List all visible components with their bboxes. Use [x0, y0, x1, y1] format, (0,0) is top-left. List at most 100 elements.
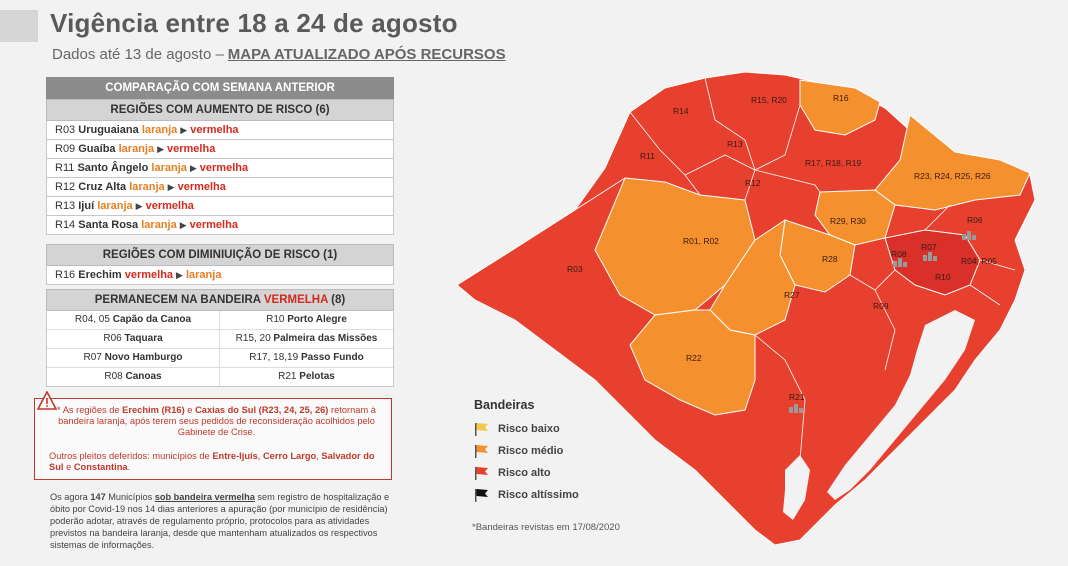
remain-code: R17, 18,19 [249, 352, 299, 363]
note-text: retornam à bandeira laranja, após terem … [58, 405, 376, 437]
map-label: R07 [921, 242, 937, 252]
arrow-right-icon: ▶ [180, 125, 188, 135]
lagoa-mirim [783, 455, 810, 520]
remain-name: Canoas [125, 371, 162, 382]
municipalities-note: Os agora 147 Municípios sob bandeira ver… [50, 491, 390, 551]
region-r23-26-orange [874, 114, 1031, 211]
remain-cell: R10 Porto Alegre [220, 311, 393, 330]
note-text: , [257, 451, 261, 461]
note-text: , [316, 451, 319, 461]
note-text: e [66, 462, 72, 472]
region-change-row: R09 Guaíba laranja ▶ vermelha [46, 140, 394, 159]
arrow-right-icon: ▶ [189, 163, 197, 173]
bottom-text: sem registro de hospitalização e óbito p… [50, 492, 390, 550]
region-change-row: R11 Santo Ângelo laranja ▶ vermelha [46, 159, 394, 178]
flag-legend: Bandeiras Risco baixo Risco médio Risco al… [474, 398, 579, 506]
remain-code: R15, 20 [235, 333, 271, 344]
warning-icon [37, 391, 57, 410]
remain-cell: R08 Canoas [47, 368, 220, 386]
remain-name: Porto Alegre [287, 314, 347, 325]
arrow-right-icon: ▶ [176, 270, 183, 280]
rio-grande-do-sul-map: R14 R15, R20 R16 R11 R13 R17, R18, R19 R… [456, 71, 1036, 546]
remain-header-count: (8) [331, 294, 346, 306]
subtitle-date-text: Dados até 13 de agosto – [52, 46, 224, 63]
page-title: Vigência entre 18 a 24 de agosto [50, 8, 458, 38]
map-label: R28 [822, 254, 838, 264]
region-code: R13 [55, 200, 76, 212]
note-municipality: Salvador do Sul [49, 451, 375, 472]
from-flag: laranja [129, 181, 165, 193]
region-change-row: R14 Santa Rosa laranja ▶ vermelha [46, 216, 394, 235]
region-name: Ijuí [78, 200, 95, 212]
bottom-text: Os agora [50, 492, 88, 502]
remain-name: Taquara [124, 333, 163, 344]
region-name: Santo Ângelo [77, 162, 149, 174]
map-label: R03 [567, 264, 583, 274]
region-code: R11 [55, 162, 75, 174]
region-code: R03 [55, 124, 76, 136]
map-label: R17, R18, R19 [805, 158, 861, 168]
municipality-count: 147 [90, 492, 106, 502]
region-name: Santa Rosa [78, 219, 139, 231]
remain-header-highlight: VERMELHA [263, 294, 328, 306]
comparison-header: COMPARAÇÃO COM SEMANA ANTERIOR [46, 77, 394, 99]
region-r29-30-orange [814, 189, 896, 246]
from-flag: vermelha [124, 269, 174, 281]
legend-item: Risco alto [474, 462, 579, 484]
region-name: Erechim [78, 269, 122, 281]
map-label: R13 [727, 139, 743, 149]
remain-red-header: PERMANECEM NA BANDEIRA VERMELHA (8) [46, 289, 394, 311]
bottom-text: Municípios [108, 492, 153, 502]
legend-label: Risco altíssimo [498, 489, 579, 501]
to-flag: vermelha [177, 181, 226, 193]
region-code: R16 [55, 269, 76, 281]
to-flag: vermelha [167, 143, 216, 155]
region-change-row: R13 Ijuí laranja ▶ vermelha [46, 197, 394, 216]
region-code: R12 [55, 181, 76, 193]
map-label: R01, R02 [683, 236, 719, 246]
from-flag: laranja [141, 219, 177, 231]
flag-icon [475, 423, 488, 436]
comparison-table: COMPARAÇÃO COM SEMANA ANTERIOR REGIÕES C… [46, 77, 394, 235]
remain-name: Pelotas [299, 371, 335, 382]
arrow-right-icon: ▶ [135, 201, 143, 211]
flag-icon [475, 467, 488, 480]
region-change-row: R03 Uruguaiana laranja ▶ vermelha [46, 121, 394, 140]
from-flag: laranja [151, 162, 187, 174]
flag-icon [475, 445, 488, 458]
region-code: R14 [55, 219, 76, 231]
lagoa-dos-patos [827, 310, 975, 500]
map-label: R04, R05 [961, 256, 997, 266]
map-label: R27 [784, 290, 800, 300]
subtitle-updated-map-link[interactable]: MAPA ATUALIZADO APÓS RECURSOS [227, 46, 506, 63]
region-r16-orange [799, 79, 881, 136]
remain-code: R21 [278, 371, 297, 382]
map-label: R10 [935, 272, 951, 282]
legend-label: Risco baixo [498, 423, 560, 435]
region-r27-orange [709, 218, 796, 336]
remain-table: PERMANECEM NA BANDEIRA VERMELHA (8) R04,… [46, 289, 394, 387]
region-name: Uruguaiana [78, 124, 139, 136]
map-label: R21 [789, 392, 805, 402]
remain-cell: R07 Novo Hamburgo [47, 349, 220, 368]
decrease-risk-header: REGIÕES COM DIMINIUIÇÃO DE RISCO (1) [46, 244, 394, 266]
map-label: R14 [673, 106, 689, 116]
revision-footnote: *Bandeiras revistas em 17/08/2020 [472, 522, 620, 533]
from-flag: laranja [141, 124, 178, 136]
note-text: . [127, 462, 131, 472]
legend-item: Risco médio [474, 440, 579, 462]
region-name: Cruz Alta [78, 181, 127, 193]
decrease-table: REGIÕES COM DIMINIUIÇÃO DE RISCO (1) R16… [46, 244, 394, 285]
to-flag: vermelha [199, 162, 249, 174]
remain-code: R04, 05 [74, 314, 110, 325]
note-paragraph-1: * As regiões de Erechim (R16) e Caxias d… [49, 405, 384, 438]
legend-label: Risco alto [498, 467, 551, 479]
map-label: R22 [686, 353, 702, 363]
map-label: R08 [891, 249, 907, 259]
from-flag: laranja [118, 143, 155, 155]
city-icons [789, 231, 976, 413]
legend-label: Risco médio [498, 445, 564, 457]
note-text: * As regiões de [57, 405, 120, 415]
remain-grid: R04, 05 Capão da Canoa R10 Porto Alegre R0… [46, 311, 394, 387]
arrow-right-icon: ▶ [167, 182, 175, 192]
